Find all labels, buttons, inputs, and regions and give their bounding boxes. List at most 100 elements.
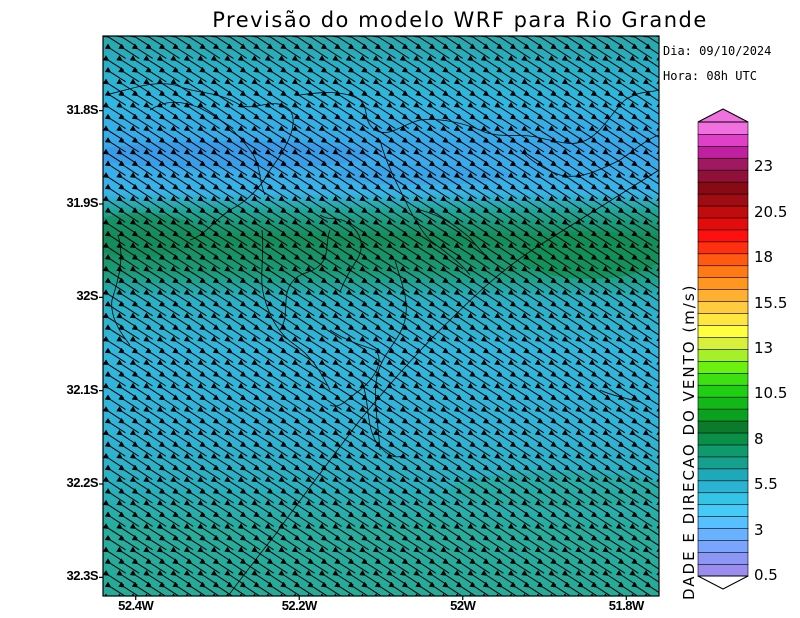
wind-arrow (550, 230, 572, 247)
wind-arrow (307, 90, 329, 106)
colorbar-segment (697, 420, 749, 434)
wind-arrow (656, 148, 659, 155)
wind-arrow (307, 43, 329, 59)
wind-arrow (509, 113, 532, 130)
wind-arrow (658, 277, 659, 284)
wind-arrow (563, 230, 585, 247)
wind-arrow (656, 429, 659, 436)
wind-arrow (266, 230, 288, 247)
wind-arrow (293, 183, 315, 200)
colorbar-tick-label: 18 (754, 248, 774, 267)
wind-arrow (293, 160, 315, 176)
wind-arrow (604, 230, 626, 247)
colorbar-title: DADE E DIRECAO DO VENTO (m/s) (680, 283, 698, 600)
colorbar-segment (697, 539, 749, 553)
wind-arrow (469, 207, 491, 223)
wind-arrow (617, 183, 639, 200)
wind-arrow (496, 137, 518, 153)
wind-arrow (590, 230, 612, 247)
wind-arrow (550, 43, 572, 59)
wind-arrow (644, 137, 659, 149)
wind-arrow (631, 183, 653, 200)
wind-arrow (644, 66, 659, 79)
wind-arrow (658, 183, 659, 190)
wind-arrow (212, 183, 234, 200)
wind-arrow (280, 160, 302, 176)
wind-arrow (347, 43, 369, 59)
wind-arrow (131, 90, 153, 106)
colorbar-segment (697, 277, 749, 290)
wind-arrow (253, 207, 275, 223)
wind-arrow (534, 593, 542, 596)
wind-arrow (212, 207, 234, 223)
wind-arrow (307, 137, 329, 153)
wind-arrow (158, 43, 180, 59)
wind-arrow (266, 90, 288, 106)
wind-arrow (239, 160, 261, 176)
wind-arrow (442, 230, 464, 247)
wind-arrow (361, 90, 383, 106)
wind-arrow (415, 43, 437, 59)
wind-arrow (280, 183, 302, 200)
wind-arrow (658, 464, 659, 471)
wind-arrow (496, 66, 518, 83)
wind-arrow (455, 137, 477, 153)
wind-arrow (496, 207, 518, 223)
wind-arrow (374, 43, 396, 59)
wind-arrow (158, 90, 180, 106)
wind-arrow (644, 230, 659, 242)
colorbar-tick-label: 5.5 (754, 475, 778, 494)
wind-arrow (509, 160, 531, 176)
wind-arrow (509, 43, 531, 59)
colorbar-segment (697, 324, 749, 338)
wind-arrow (656, 289, 659, 295)
wind-arrow (104, 160, 126, 176)
wind-arrow (656, 453, 659, 459)
wind-arrow (617, 160, 639, 176)
x-tick-label: 52.4W (118, 598, 154, 613)
wind-arrow (199, 160, 221, 176)
wind-arrow (577, 207, 599, 223)
wind-arrow (199, 207, 221, 223)
wind-arrow (280, 66, 302, 83)
wind-arrow (266, 207, 288, 223)
wind-arrow (496, 90, 518, 106)
wind-arrow (656, 406, 659, 412)
wind-arrow (656, 382, 659, 389)
wind-arrow (361, 66, 383, 83)
colorbar-tick-label: 3 (754, 520, 764, 539)
wind-arrow (401, 160, 423, 176)
wind-arrow (293, 137, 315, 153)
wind-arrow (401, 207, 423, 223)
wind-arrow (469, 183, 491, 200)
wind-arrow (212, 230, 234, 247)
wind-arrow (253, 137, 275, 153)
wind-arrow (442, 113, 464, 130)
wind-arrow (334, 43, 356, 59)
wind-arrow (307, 113, 329, 130)
colorbar-segment (697, 408, 749, 422)
wind-arrow (185, 66, 207, 83)
wind-arrow (642, 148, 659, 162)
wind-arrow (642, 78, 659, 92)
forecast-date: Dia: 09/10/2024 (663, 44, 772, 58)
wind-arrow (118, 90, 140, 106)
wind-arrow (386, 593, 393, 596)
wind-arrow (239, 230, 261, 247)
colorbar-segment (697, 456, 749, 470)
wind-arrow (496, 160, 518, 176)
wind-arrow (347, 137, 369, 153)
wind-arrow (658, 254, 659, 260)
wind-arrow (172, 90, 194, 106)
colorbar-segment (697, 336, 749, 350)
wind-arrow (658, 581, 659, 588)
wind-arrow (550, 113, 572, 130)
wind-arrow (280, 90, 302, 106)
wind-arrow (332, 593, 339, 596)
wind-arrow (644, 90, 659, 102)
wind-arrow (455, 183, 477, 200)
wind-arrow (523, 66, 545, 83)
wind-arrow (428, 137, 450, 153)
wind-arrow (183, 593, 191, 596)
wind-arrow (347, 66, 369, 83)
